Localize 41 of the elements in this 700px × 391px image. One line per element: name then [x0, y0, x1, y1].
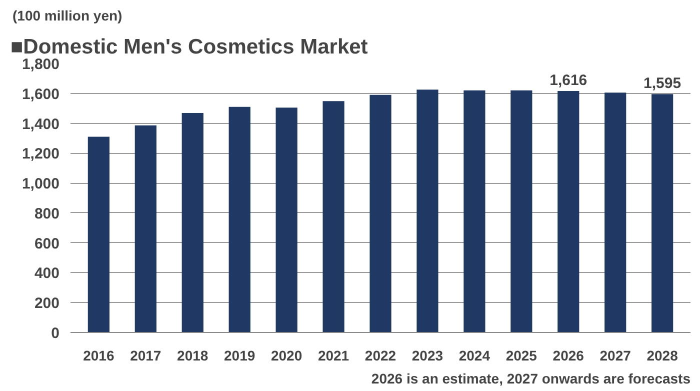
y-tick-label: 1,800: [22, 56, 60, 73]
x-tick-label: 2017: [130, 348, 162, 364]
y-tick-label: 1,600: [22, 86, 60, 103]
y-tick-label: 0: [51, 325, 60, 342]
bar: [228, 106, 250, 332]
x-tick-label: 2018: [177, 348, 208, 364]
x-tick-label: 2027: [600, 348, 632, 364]
x-tick-label: 2022: [364, 348, 396, 364]
y-tick-label: 1,200: [22, 146, 60, 163]
data-label: 1,616: [550, 72, 588, 89]
x-tick-label: 2016: [83, 348, 114, 364]
bar: [510, 90, 532, 332]
x-tick-label: 2020: [270, 348, 302, 364]
bar: [652, 94, 674, 332]
bar: [182, 112, 204, 332]
y-tick-label: 800: [34, 205, 60, 222]
bar: [134, 125, 156, 332]
bar: [276, 108, 298, 332]
x-tick-label: 2019: [224, 348, 256, 364]
data-label: 1,595: [644, 75, 682, 92]
x-tick-label: 2025: [506, 348, 538, 364]
bar: [558, 91, 580, 332]
bar: [464, 90, 486, 332]
y-tick-label: 400: [34, 265, 60, 282]
text: 2026 is an estimate, 2027 onwards are forecasts: [371, 370, 691, 386]
bar: [88, 136, 110, 332]
x-tick-label: 2026: [552, 348, 584, 364]
chart-title: ■Domestic Men's Cosmetics Market: [10, 36, 368, 58]
x-tick-label: 2028: [646, 348, 678, 364]
y-tick-label: 200: [34, 295, 60, 312]
y-axis-title: (100 million yen): [12, 8, 122, 24]
bar: [416, 90, 438, 332]
x-tick-label: 2024: [458, 348, 490, 364]
x-tick-label: 2021: [318, 348, 350, 364]
bar: [322, 101, 344, 332]
bar: [370, 94, 392, 332]
x-tick-label: 2023: [412, 348, 444, 364]
y-tick-label: 1,000: [22, 176, 60, 193]
bar: [604, 92, 626, 332]
y-tick-label: 1,400: [22, 116, 60, 133]
y-tick-label: 600: [34, 235, 60, 252]
